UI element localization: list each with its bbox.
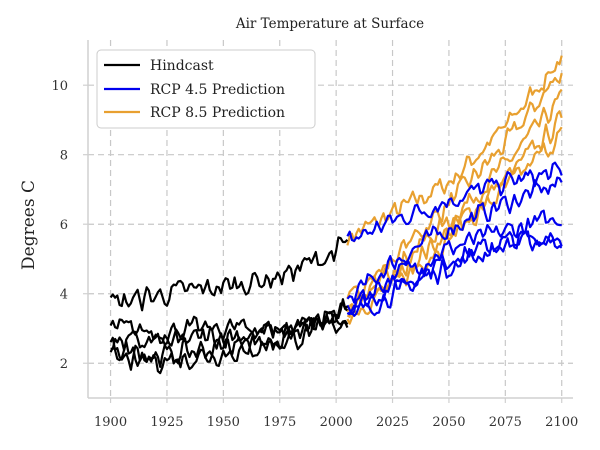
x-tick-label: 2000 bbox=[320, 415, 353, 430]
y-tick-label: 6 bbox=[60, 218, 68, 233]
y-tick-label: 2 bbox=[60, 357, 68, 372]
legend-label-rcp85: RCP 8.5 Prediction bbox=[150, 105, 285, 121]
series-lines bbox=[109, 55, 563, 375]
series-line-hindcast-3 bbox=[110, 298, 349, 352]
legend-label-hindcast: Hindcast bbox=[150, 58, 214, 74]
series-line-rcp-8-5-prediction-4 bbox=[346, 110, 563, 318]
x-tick-label: 2075 bbox=[489, 415, 522, 430]
x-tick-label: 2100 bbox=[545, 415, 578, 430]
series-line-rcp-8-5-prediction-1 bbox=[346, 55, 563, 246]
x-tick-label: 1975 bbox=[263, 415, 296, 430]
legend-box bbox=[96, 49, 316, 129]
chart-title: Air Temperature at Surface bbox=[235, 16, 424, 32]
legend: Hindcast RCP 4.5 Prediction RCP 8.5 Pred… bbox=[96, 49, 316, 129]
series-line-hindcast-5 bbox=[109, 316, 349, 375]
legend-label-rcp45: RCP 4.5 Prediction bbox=[150, 82, 285, 98]
series-line-rcp-4-5-prediction-1 bbox=[346, 161, 563, 243]
series-line-rcp-4-5-prediction-2 bbox=[346, 176, 563, 304]
series-line-rcp-8-5-prediction-2 bbox=[346, 72, 563, 302]
series-line-hindcast-1 bbox=[109, 236, 349, 312]
x-tick-label: 1950 bbox=[207, 415, 240, 430]
axes: 1900 1925 1950 1975 2000 2025 2050 2075 2100 2 4 6 8… bbox=[51, 40, 578, 430]
y-tick-label: 10 bbox=[51, 79, 68, 94]
x-tick-label: 2050 bbox=[432, 415, 465, 430]
x-tick-label: 2025 bbox=[376, 415, 409, 430]
y-tick-label: 4 bbox=[60, 288, 68, 303]
series-line-rcp-4-5-prediction-5 bbox=[346, 230, 563, 317]
y-axis-label: Degrees C bbox=[19, 180, 39, 270]
x-tick-label: 1900 bbox=[94, 415, 127, 430]
series-line-rcp-4-5-prediction-3 bbox=[346, 209, 562, 316]
x-tick-label: 1925 bbox=[150, 415, 183, 430]
y-tick-label: 8 bbox=[60, 149, 68, 164]
